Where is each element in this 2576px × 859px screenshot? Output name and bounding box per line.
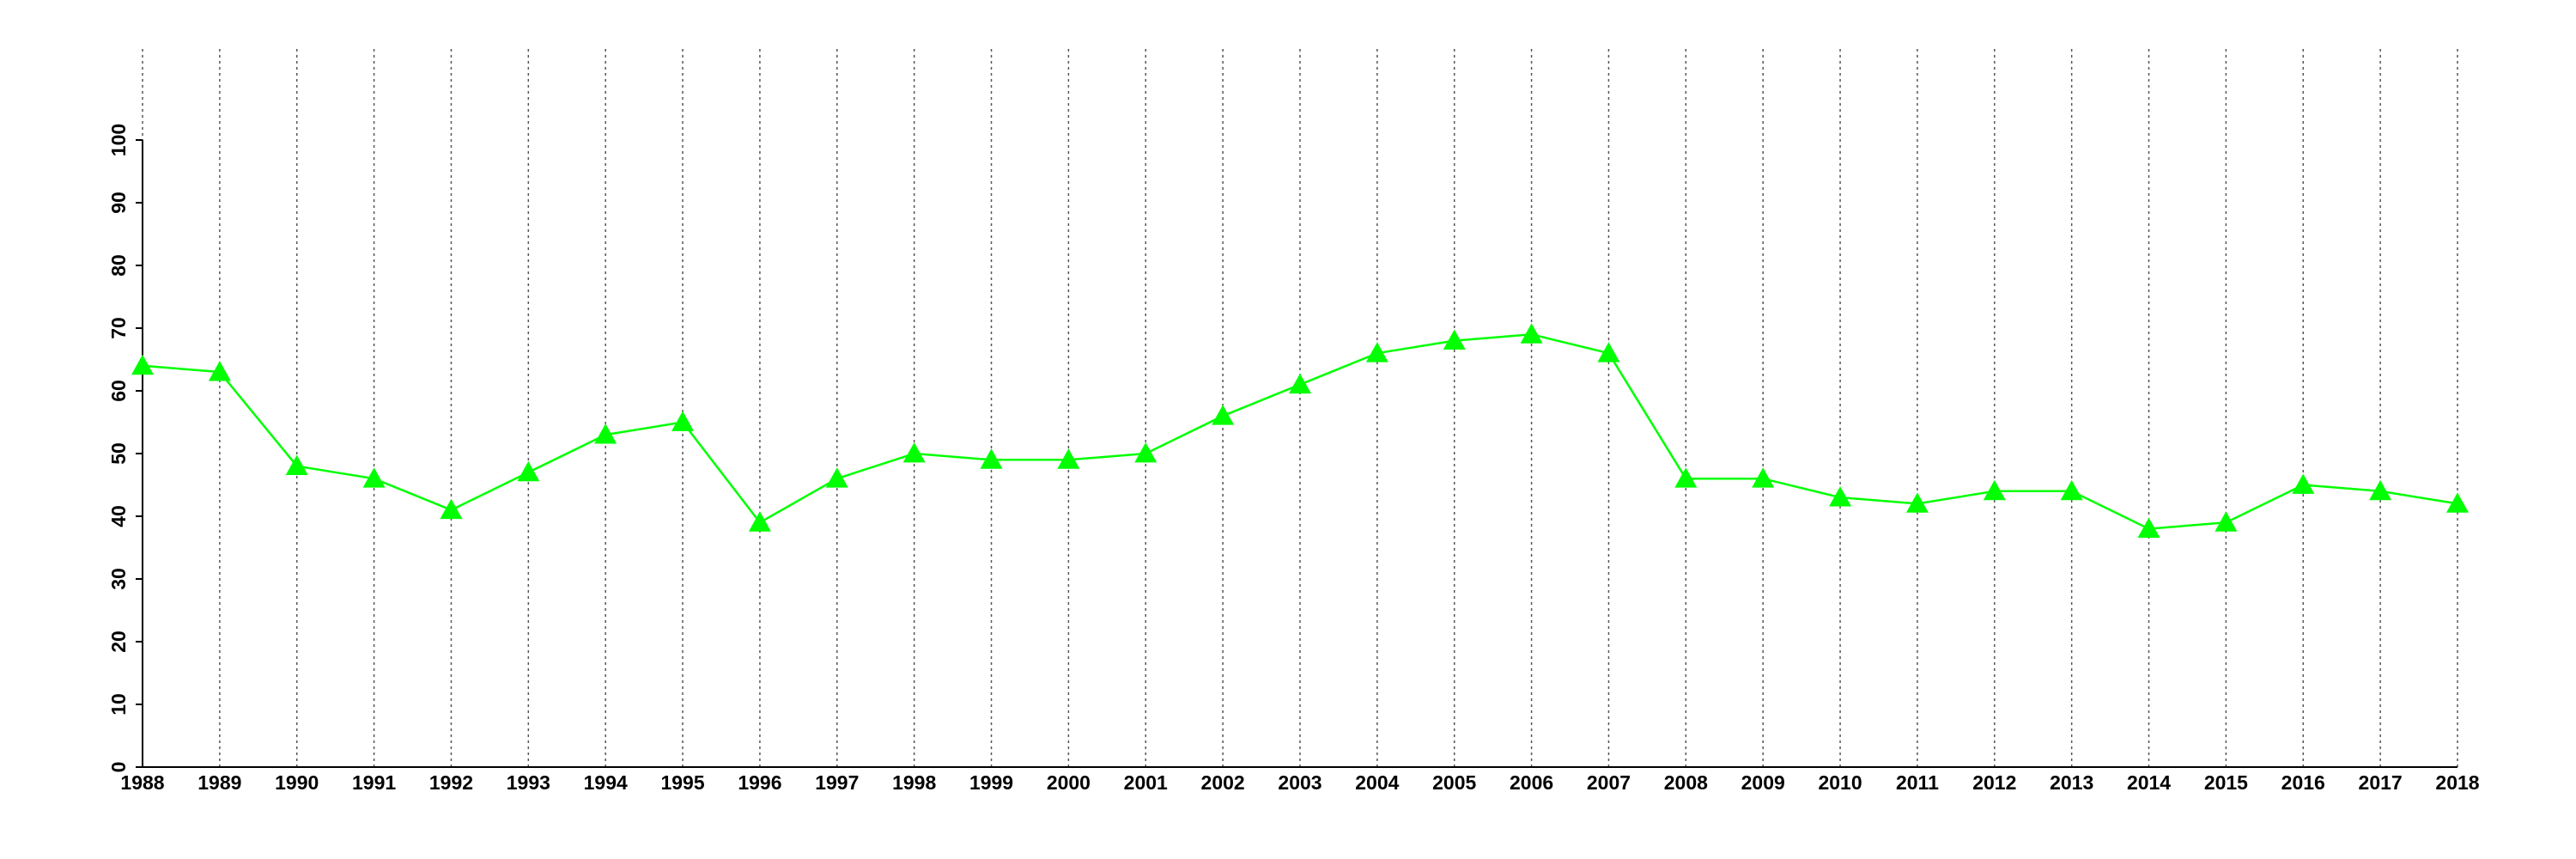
data-point <box>208 361 231 381</box>
y-tick-label: 60 <box>107 380 130 402</box>
x-tick-label: 1998 <box>892 771 936 794</box>
x-tick-label: 2003 <box>1278 771 1321 794</box>
x-tick-label: 1989 <box>197 771 241 794</box>
data-point <box>1134 442 1157 463</box>
data-point <box>2446 492 2469 513</box>
y-tick-label: 70 <box>107 317 130 339</box>
x-tick-label: 2008 <box>1664 771 1708 794</box>
data-point <box>1520 323 1543 344</box>
y-tick-label: 90 <box>107 192 130 214</box>
data-point <box>1365 342 1388 362</box>
data-point <box>748 511 771 532</box>
data-point <box>594 423 617 444</box>
x-tick-label: 1992 <box>429 771 473 794</box>
data-point <box>1289 373 1311 394</box>
data-point <box>1983 479 2006 501</box>
data-point <box>1674 467 1698 488</box>
x-tick-label: 2016 <box>2281 771 2325 794</box>
x-tick-label: 2015 <box>2204 771 2248 794</box>
data-point <box>1829 486 1852 507</box>
x-tick-label: 2000 <box>1047 771 1091 794</box>
x-tick-label: 2001 <box>1124 771 1168 794</box>
data-point <box>825 467 848 488</box>
y-tick-label: 20 <box>107 631 130 653</box>
data-point <box>1597 342 1620 362</box>
x-tick-label: 1995 <box>660 771 704 794</box>
x-tick-label: 2011 <box>1896 771 1939 794</box>
data-point <box>1057 448 1080 469</box>
x-tick-label: 2006 <box>1510 771 1553 794</box>
data-point <box>902 442 926 463</box>
x-tick-label: 2012 <box>1972 771 2016 794</box>
y-tick-label: 100 <box>107 124 130 156</box>
x-tick-label: 2018 <box>2435 771 2479 794</box>
x-tick-label: 2002 <box>1201 771 1245 794</box>
data-point <box>2369 479 2392 501</box>
data-point <box>1212 405 1235 425</box>
y-tick-label: 0 <box>107 762 130 773</box>
data-point <box>2215 511 2238 532</box>
y-tick-label: 30 <box>107 568 130 590</box>
data-point <box>980 448 1003 469</box>
x-tick-label: 2014 <box>2127 771 2171 794</box>
y-tick-label: 40 <box>107 505 130 527</box>
x-tick-label: 2017 <box>2359 771 2403 794</box>
data-point <box>2060 479 2083 501</box>
data-point <box>362 467 386 488</box>
x-tick-label: 1991 <box>352 771 396 794</box>
data-point <box>1443 329 1466 350</box>
x-tick-label: 2009 <box>1741 771 1785 794</box>
x-tick-label: 2010 <box>1818 771 1862 794</box>
x-tick-label: 2005 <box>1432 771 1476 794</box>
data-point <box>2137 517 2160 538</box>
data-point <box>1905 492 1929 513</box>
x-tick-label: 1990 <box>275 771 319 794</box>
x-tick-label: 2004 <box>1355 771 1399 794</box>
data-point <box>671 411 695 431</box>
x-tick-label: 1988 <box>120 771 164 794</box>
data-point <box>131 354 154 375</box>
y-tick-label: 10 <box>107 693 130 716</box>
x-tick-label: 1996 <box>738 771 781 794</box>
x-tick-label: 1999 <box>969 771 1013 794</box>
data-point <box>285 454 308 475</box>
x-tick-label: 1994 <box>584 771 628 794</box>
x-tick-label: 1993 <box>507 771 550 794</box>
data-point <box>440 498 463 520</box>
data-point <box>1752 467 1775 488</box>
y-tick-label: 80 <box>107 254 130 277</box>
data-point <box>2292 473 2315 494</box>
x-tick-label: 1997 <box>815 771 859 794</box>
data-point <box>517 460 540 482</box>
y-tick-label: 50 <box>107 442 130 465</box>
x-tick-label: 2007 <box>1587 771 1631 794</box>
x-tick-label: 2013 <box>2050 771 2093 794</box>
